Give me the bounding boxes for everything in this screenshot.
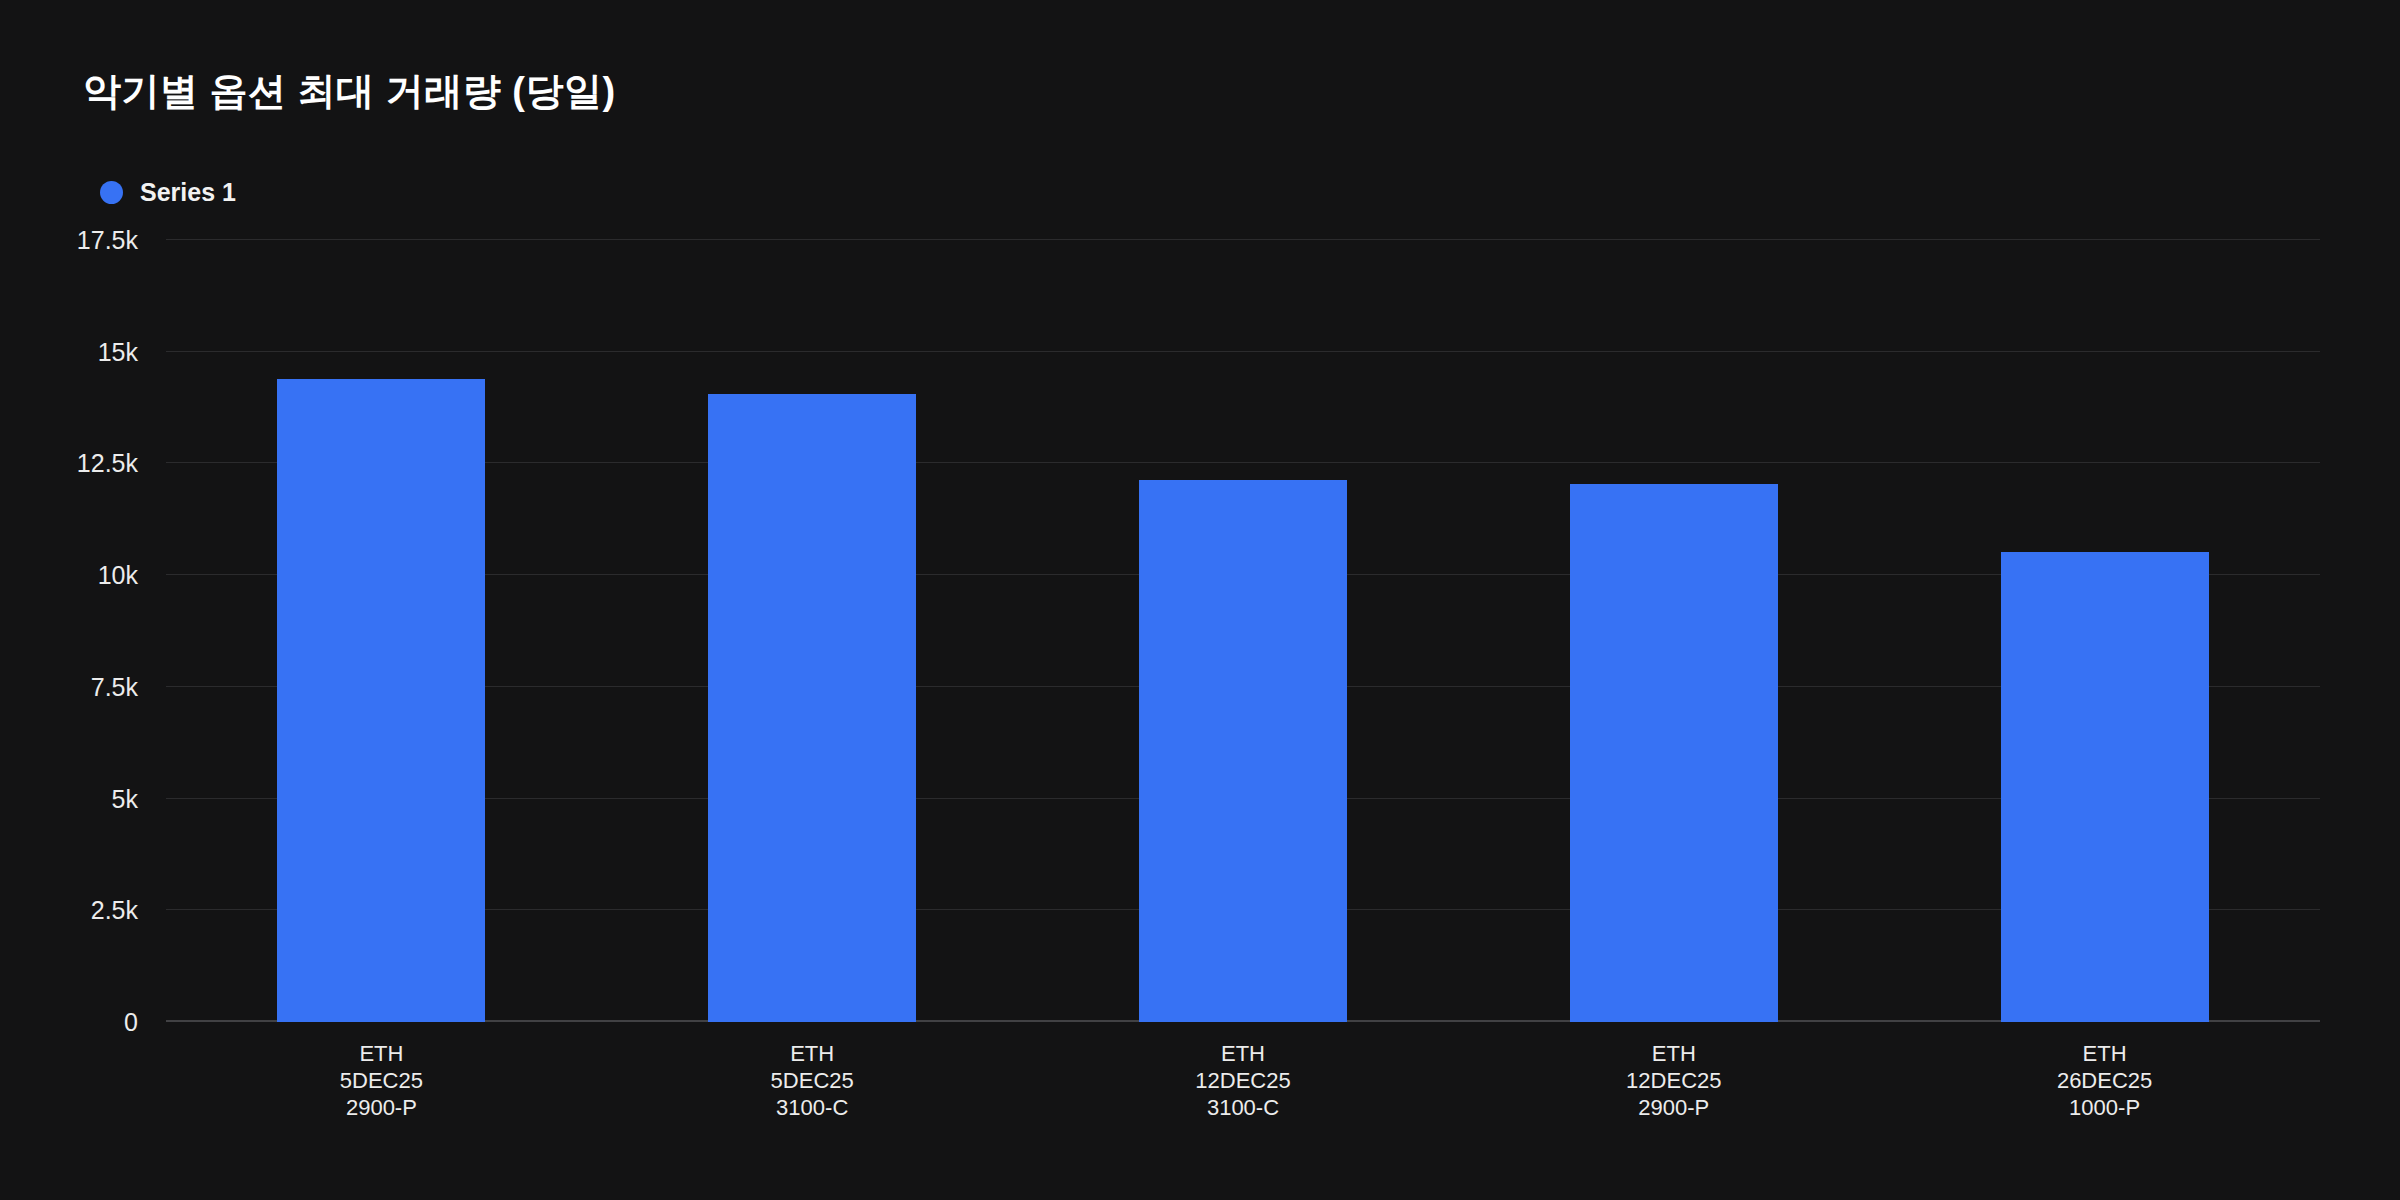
x-axis-label-line: 2900-P <box>1458 1094 1889 1121</box>
gridline <box>166 462 2320 463</box>
gridline <box>166 239 2320 240</box>
x-axis-label-line: 5DEC25 <box>166 1067 597 1094</box>
x-axis-label: ETH26DEC251000-P <box>1889 1040 2320 1121</box>
x-axis-label-line: 1000-P <box>1889 1094 2320 1121</box>
y-axis-tick-label: 10k <box>98 561 138 590</box>
gridline <box>166 351 2320 352</box>
legend: Series 1 <box>100 178 236 207</box>
x-axis-label-line: 12DEC25 <box>1458 1067 1889 1094</box>
legend-item-series-1[interactable]: Series 1 <box>100 178 236 207</box>
x-axis-label-line: ETH <box>1458 1040 1889 1067</box>
legend-marker-dot-icon <box>100 181 123 204</box>
y-axis-tick-label: 15k <box>98 337 138 366</box>
y-axis-tick-label: 0 <box>124 1008 138 1037</box>
y-axis-tick-label: 17.5k <box>77 226 138 255</box>
x-axis-label-line: 12DEC25 <box>1028 1067 1459 1094</box>
y-axis-tick-label: 2.5k <box>91 896 138 925</box>
bar[interactable] <box>2001 552 2209 1022</box>
bar[interactable] <box>708 394 916 1022</box>
y-axis-tick-label: 5k <box>112 784 138 813</box>
x-axis: ETH5DEC252900-PETH5DEC253100-CETH12DEC25… <box>166 1040 2320 1121</box>
bar[interactable] <box>277 379 485 1022</box>
chart-title: 악기별 옵션 최대 거래량 (당일) <box>83 66 616 117</box>
y-axis-tick-label: 12.5k <box>77 449 138 478</box>
x-axis-label-line: 3100-C <box>1028 1094 1459 1121</box>
x-axis-label-line: ETH <box>1889 1040 2320 1067</box>
x-axis-label-line: ETH <box>597 1040 1028 1067</box>
bar[interactable] <box>1139 480 1347 1022</box>
x-axis-label-line: 26DEC25 <box>1889 1067 2320 1094</box>
legend-series-label: Series 1 <box>140 178 236 207</box>
x-axis-label-line: 2900-P <box>166 1094 597 1121</box>
x-axis-label: ETH5DEC253100-C <box>597 1040 1028 1121</box>
bar[interactable] <box>1570 484 1778 1022</box>
y-axis-tick-label: 7.5k <box>91 672 138 701</box>
x-axis-label-line: ETH <box>1028 1040 1459 1067</box>
x-axis-label: ETH12DEC253100-C <box>1028 1040 1459 1121</box>
chart-page: 악기별 옵션 최대 거래량 (당일) Series 1 0 2.5k 5k 7.5k 1… <box>0 0 2400 1200</box>
x-axis-label-line: ETH <box>166 1040 597 1067</box>
plot-area <box>166 240 2320 1022</box>
x-axis-label: ETH12DEC252900-P <box>1458 1040 1889 1121</box>
y-axis: 02.5k5k7.5k10k12.5k15k17.5k <box>0 240 138 1022</box>
x-axis-label-line: 5DEC25 <box>597 1067 1028 1094</box>
x-axis-label-line: 3100-C <box>597 1094 1028 1121</box>
x-axis-label: ETH5DEC252900-P <box>166 1040 597 1121</box>
